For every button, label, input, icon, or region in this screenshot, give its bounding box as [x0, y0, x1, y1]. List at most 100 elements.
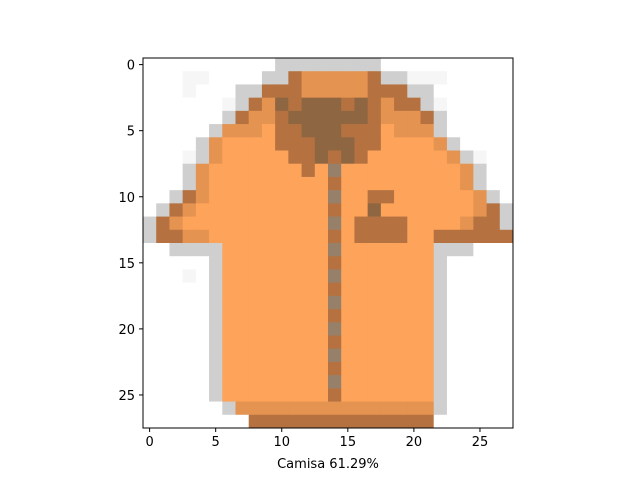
pixel-cell — [341, 229, 355, 244]
pixel-cell — [380, 124, 395, 138]
pixel-cell — [473, 163, 487, 178]
pixel-cell — [143, 163, 157, 178]
pixel-cell — [407, 375, 421, 389]
pixel-cell — [209, 414, 223, 429]
pixel-cell — [182, 84, 197, 99]
pixel-cell — [433, 335, 448, 350]
pixel-cell — [275, 176, 289, 191]
pixel-cell — [182, 348, 197, 363]
pixel-cell — [499, 335, 514, 350]
pixel-cell — [354, 58, 369, 72]
pixel-cell — [328, 176, 342, 191]
pixel-cell — [460, 58, 474, 72]
pixel-cell — [354, 361, 369, 376]
pixel-cell — [288, 137, 302, 151]
pixel-cell — [209, 97, 223, 112]
pixel-cell — [354, 375, 369, 389]
pixel-cell — [433, 256, 448, 270]
pixel-cell — [407, 335, 421, 350]
pixel-cell — [354, 97, 369, 112]
pixel-cell — [420, 269, 435, 284]
pixel-cell — [341, 335, 355, 350]
pixel-cell — [195, 216, 210, 231]
pixel-cell — [301, 71, 316, 85]
pixel-cell — [486, 256, 501, 270]
pixel-cell — [367, 58, 382, 72]
pixel-cell — [235, 176, 250, 191]
pixel-cell — [341, 309, 355, 323]
pixel-cell — [261, 309, 276, 323]
pixel-cell — [182, 361, 197, 376]
pixel-cell — [143, 216, 157, 231]
pixel-cell — [182, 295, 197, 310]
pixel-cell — [222, 375, 236, 389]
pixel-cell — [394, 348, 408, 363]
pixel-cell — [380, 137, 395, 151]
pixel-cell — [433, 414, 448, 429]
pixel-cell — [499, 137, 514, 151]
pixel-cell — [288, 282, 302, 297]
pixel-cell — [328, 348, 342, 363]
pixel-cell — [486, 361, 501, 376]
pixel-cell — [182, 269, 197, 284]
pixel-cell — [235, 269, 250, 284]
pixel-cell — [143, 269, 157, 284]
pixel-cell — [195, 58, 210, 72]
pixel-cell — [222, 124, 236, 138]
pixel-cell — [195, 229, 210, 244]
pixel-cell — [169, 269, 184, 284]
pixel-cell — [235, 71, 250, 85]
pixel-cell — [499, 243, 514, 257]
pixel-cell — [328, 256, 342, 270]
pixel-cell — [182, 124, 197, 138]
pixel-cell — [446, 269, 461, 284]
pixel-cell — [367, 137, 382, 151]
y-tick-label: 25 — [118, 389, 135, 404]
pixel-cell — [328, 401, 342, 416]
pixel-cell — [499, 322, 514, 336]
pixel-cell — [301, 58, 316, 72]
pixel-cell — [314, 243, 329, 257]
pixel-cell — [341, 401, 355, 416]
pixel-cell — [367, 243, 382, 257]
pixel-cell — [407, 269, 421, 284]
pixel-cell — [314, 256, 329, 270]
pixel-cell — [156, 243, 170, 257]
pixel-cell — [328, 137, 342, 151]
pixel-cell — [367, 309, 382, 323]
pixel-cell — [407, 388, 421, 402]
pixel-cell — [380, 388, 395, 402]
pixel-cell — [143, 401, 157, 416]
pixel-cell — [380, 97, 395, 112]
pixel-cell — [156, 203, 170, 217]
pixel-cell — [499, 375, 514, 389]
pixel-cell — [209, 58, 223, 72]
pixel-cell — [420, 137, 435, 151]
pixel-cell — [222, 137, 236, 151]
pixel-cell — [354, 256, 369, 270]
pixel-cell — [195, 84, 210, 99]
pixel-cell — [195, 110, 210, 125]
pixel-cell — [433, 229, 448, 244]
pixel-cell — [446, 190, 461, 204]
pixel-cell — [261, 203, 276, 217]
pixel-cell — [248, 414, 263, 429]
pixel-cell — [460, 388, 474, 402]
pixel-cell — [341, 388, 355, 402]
pixel-cell — [460, 137, 474, 151]
pixel-cell — [407, 150, 421, 165]
pixel-cell — [143, 150, 157, 165]
pixel-cell — [143, 375, 157, 389]
pixel-cell — [473, 190, 487, 204]
pixel-cell — [367, 97, 382, 112]
pixel-cell — [460, 256, 474, 270]
pixel-cell — [182, 243, 197, 257]
pixel-cell — [288, 190, 302, 204]
pixel-cell — [261, 58, 276, 72]
pixel-cell — [420, 375, 435, 389]
pixel-cell — [209, 348, 223, 363]
x-tick-label: 25 — [472, 435, 489, 450]
pixel-cell — [195, 375, 210, 389]
pixel-cell — [407, 282, 421, 297]
pixel-cell — [195, 71, 210, 85]
